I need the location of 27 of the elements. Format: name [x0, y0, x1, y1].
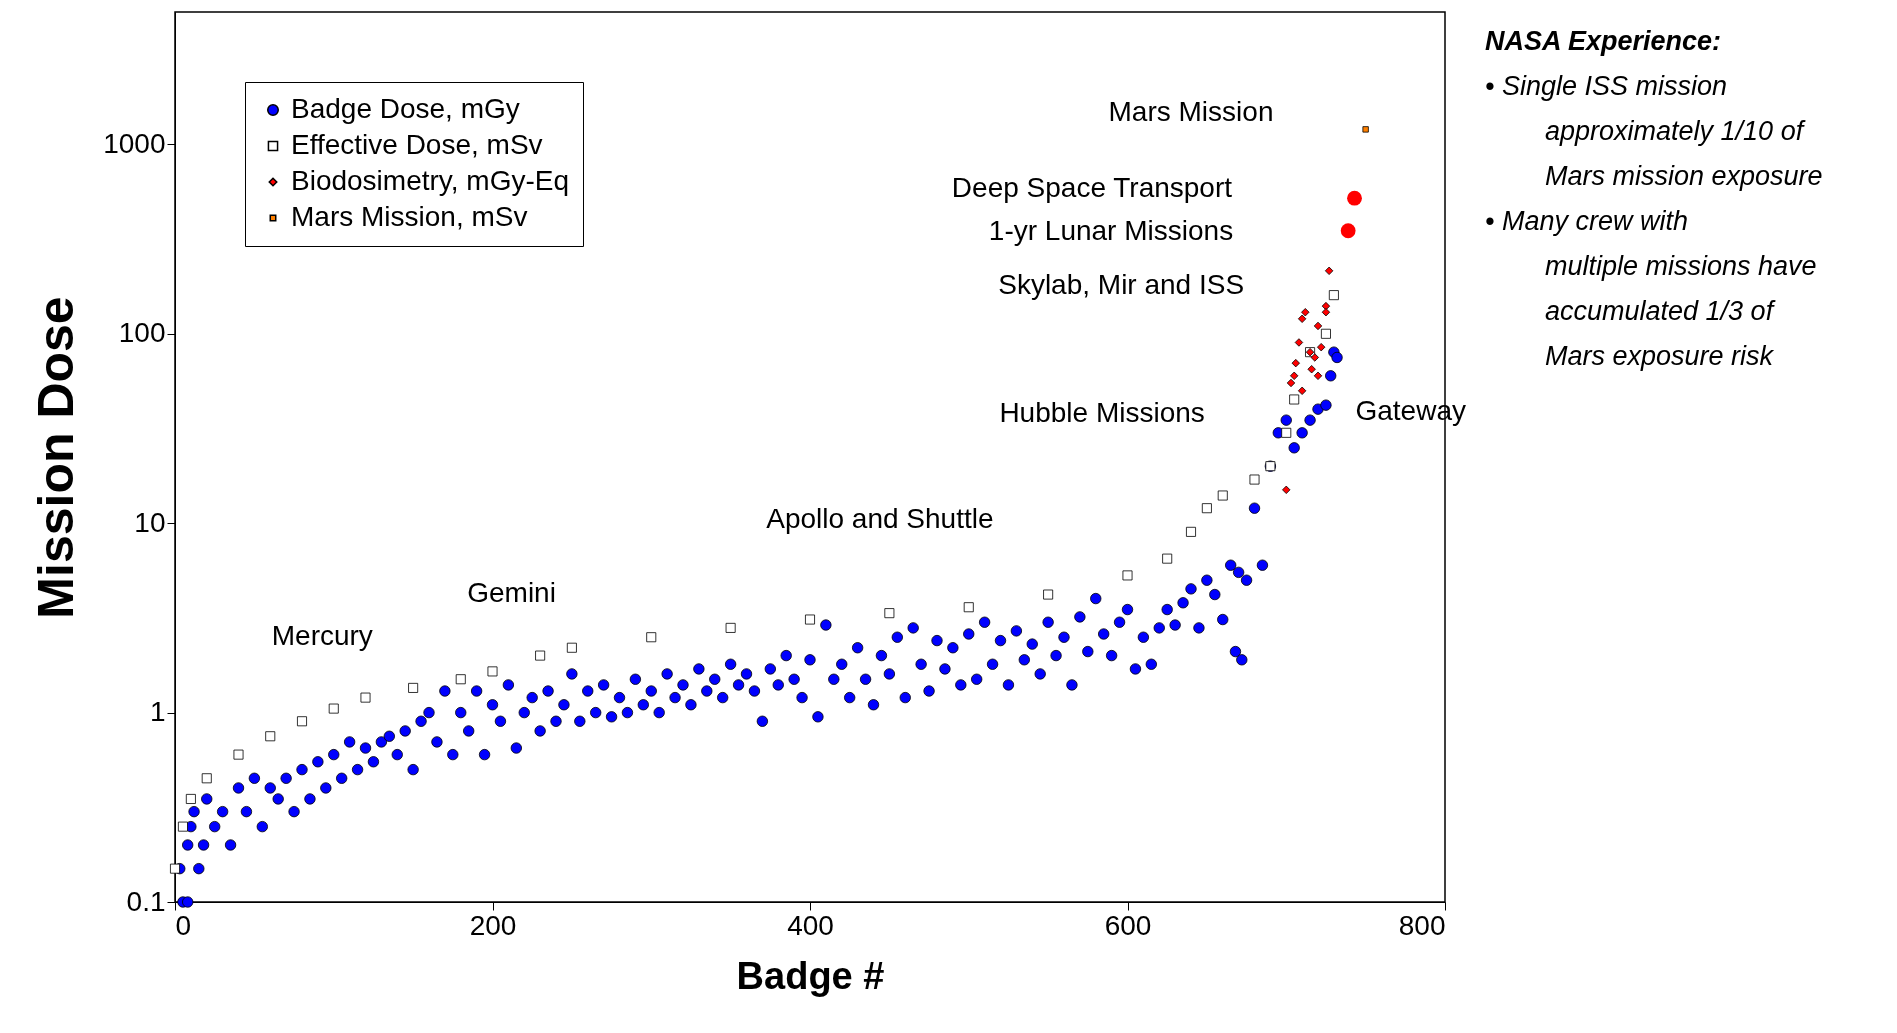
y-axis-title: Mission Dose — [28, 296, 85, 619]
annotation: Skylab, Mir and ISS — [998, 269, 1245, 301]
text: • Many crew with multiple missions have accumulated 1/3 of Mars exposure risk — [1485, 206, 1817, 371]
y-tick-label: 1 — [149, 696, 166, 728]
x-tick-label: 200 — [469, 909, 517, 941]
y-tick-label: 100 — [118, 317, 166, 349]
x-tick-label: 0 — [175, 909, 192, 941]
x-tick-label: 600 — [1104, 909, 1152, 941]
legend-label: Badge Dose, mGy — [291, 93, 520, 124]
legend-label: Mars Mission, mSv — [291, 201, 528, 232]
y-tick-label: 10 — [134, 506, 166, 538]
x-tick-label: 800 — [1398, 909, 1446, 941]
annotation: Apollo and Shuttle — [766, 503, 994, 535]
legend-label: Effective Dose, mSv — [291, 129, 543, 160]
legend-label: Biodosimetry, mGy-Eq — [291, 165, 569, 196]
y-tick-label: 1000 — [103, 127, 166, 159]
annotation: Mercury — [271, 619, 373, 651]
text: • Single ISS mission approximately 1/10 of Mars mission exposure — [1485, 71, 1823, 191]
x-axis-title: Badge # — [736, 954, 885, 997]
annotation: Hubble Missions — [999, 397, 1205, 429]
x-tick-label: 400 — [787, 909, 834, 941]
annotation: Gemini — [467, 577, 556, 609]
annotation: 1-yr Lunar Missions — [988, 214, 1234, 246]
annotation: Mars Mission — [1108, 95, 1274, 127]
annotation: Deep Space Transport — [951, 172, 1233, 204]
text: NASA Experience: — [1485, 26, 1722, 56]
y-tick-label: 0.1 — [126, 885, 166, 917]
